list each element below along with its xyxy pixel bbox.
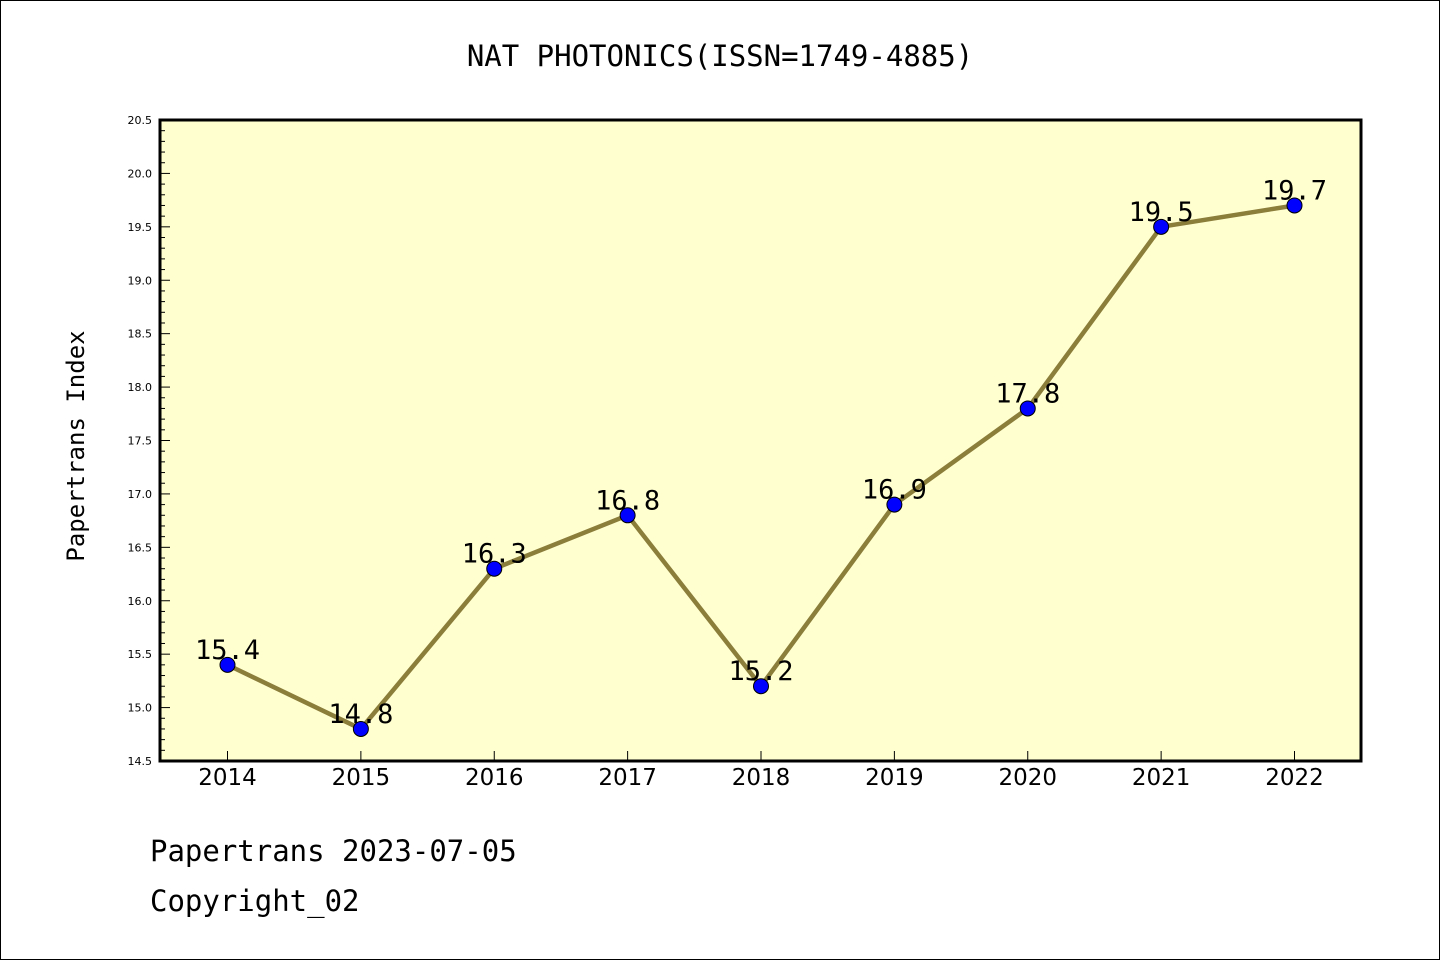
data-points xyxy=(219,197,1303,737)
x-tick-label: 2022 xyxy=(1265,765,1324,791)
x-tick-label: 2016 xyxy=(465,765,524,791)
data-point xyxy=(886,496,903,513)
x-tick-label: 2020 xyxy=(998,765,1057,791)
data-point xyxy=(1286,197,1303,214)
y-tick-label: 19.0 xyxy=(128,274,153,287)
data-label: 15.2 xyxy=(728,656,793,687)
x-tick-label: 2018 xyxy=(732,765,791,791)
data-label: 15.4 xyxy=(195,635,260,666)
y-minor-ticks xyxy=(160,130,165,751)
data-label: 14.8 xyxy=(328,699,393,730)
data-point xyxy=(486,560,503,577)
x-tick-label: 2017 xyxy=(598,765,657,791)
data-label: 16.3 xyxy=(462,539,527,570)
y-tick-label: 20.0 xyxy=(128,167,153,180)
y-tick-label: 17.5 xyxy=(128,435,153,448)
data-label: 19.7 xyxy=(1262,175,1327,206)
data-label: 17.8 xyxy=(995,378,1060,409)
data-point xyxy=(352,720,369,737)
x-tick-label: 2014 xyxy=(198,765,257,791)
y-tick-label: 18.0 xyxy=(128,381,153,394)
data-point xyxy=(753,678,769,695)
y-tick-label: 19.5 xyxy=(128,221,153,234)
data-point xyxy=(1153,218,1170,235)
data-point xyxy=(1019,400,1036,417)
y-tick-label: 16.0 xyxy=(128,595,153,608)
data-label: 19.5 xyxy=(1129,197,1194,228)
y-tick-label: 15.0 xyxy=(128,702,153,715)
footer-date: Papertrans 2023-07-05 xyxy=(150,834,517,868)
data-point xyxy=(619,507,636,524)
data-point xyxy=(219,656,236,673)
y-tick-label: 14.5 xyxy=(128,755,153,768)
x-axis-ticks: 2014 2015 2016 2017 2018 2019 2020 2021 2022 xyxy=(198,751,1324,791)
data-label: 16.8 xyxy=(595,485,660,516)
x-tick-label: 2019 xyxy=(865,765,924,791)
data-label: 16.9 xyxy=(862,475,927,506)
data-labels: 15.4 14.8 16.3 16.8 15.2 16.9 17.8 19.5 19.7 xyxy=(195,175,1327,729)
footer-copyright: Copyright_02 xyxy=(150,884,360,918)
y-tick-label: 15.5 xyxy=(128,648,153,661)
chart-title: NAT PHOTONICS(ISSN=1749-4885) xyxy=(467,39,973,73)
y-axis-ticks: 14.5 15.0 15.5 16.0 16.5 17.0 17.5 18.0 18.5 19.0… xyxy=(128,114,170,768)
y-tick-label: 17.0 xyxy=(128,488,153,501)
y-tick-label: 16.5 xyxy=(128,541,153,554)
y-tick-label: 20.5 xyxy=(128,114,153,127)
y-tick-label: 18.5 xyxy=(128,328,153,341)
x-tick-label: 2015 xyxy=(332,765,391,791)
x-tick-label: 2021 xyxy=(1132,765,1191,791)
y-axis-label: Papertrans Index xyxy=(62,330,90,561)
